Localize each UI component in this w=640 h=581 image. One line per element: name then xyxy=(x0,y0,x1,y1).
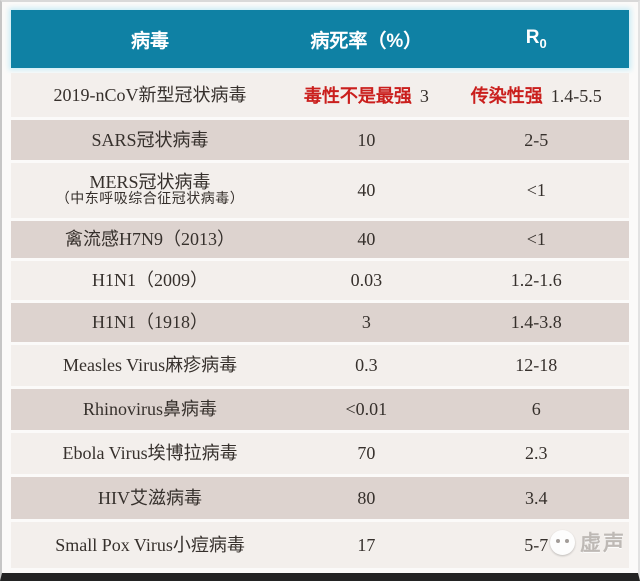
header-fatality-label: 病死率（%） xyxy=(310,30,423,52)
virus-name-cell: 2019-nCoV新型冠状病毒 xyxy=(11,85,289,106)
fatality-annotation: 毒性不是最强 xyxy=(303,86,412,106)
fatality-value: 70 xyxy=(357,443,376,463)
header-fatality-rate: 病死率（%） xyxy=(289,26,444,53)
fatality-value: 40 xyxy=(357,180,376,200)
r0-value: 2.3 xyxy=(525,443,548,463)
virus-name-cell: Rhinovirus鼻病毒 xyxy=(11,399,289,420)
fatality-cell: 0.3 xyxy=(289,355,444,376)
fatality-value: 0.3 xyxy=(355,355,378,375)
table-row: Rhinovirus鼻病毒 <0.01 6 xyxy=(11,389,629,430)
fatality-cell: 80 xyxy=(289,488,444,509)
virus-name-cell: Small Pox Virus小痘病毒 xyxy=(11,535,289,556)
table-row: MERS冠状病毒 （中东呼吸综合征冠状病毒） 40 <1 xyxy=(11,163,629,218)
virus-name: Measles Virus麻疹病毒 xyxy=(63,355,238,376)
fatality-value: <0.01 xyxy=(345,399,388,419)
r0-value: 1.2-1.6 xyxy=(510,270,562,290)
fatality-value: 0.03 xyxy=(350,270,383,290)
virus-subtitle: （中东呼吸综合征冠状病毒） xyxy=(55,192,245,208)
fatality-cell: 3 xyxy=(289,312,444,333)
virus-name: SARS冠状病毒 xyxy=(91,129,209,150)
virus-name: Small Pox Virus小痘病毒 xyxy=(55,534,245,555)
r0-value: <1 xyxy=(526,180,546,200)
header-r0: R0 xyxy=(444,27,629,51)
r0-cell: 1.4-3.8 xyxy=(444,312,629,333)
virus-name-cell: HIV艾滋病毒 xyxy=(11,488,289,509)
r0-cell: <1 xyxy=(444,180,629,201)
fatality-value: 10 xyxy=(357,129,376,150)
fatality-cell: 毒性不是最强 3 xyxy=(289,82,444,108)
r0-cell: 2.3 xyxy=(444,443,629,464)
table-row: Measles Virus麻疹病毒 0.3 12-18 xyxy=(11,345,629,386)
header-virus: 病毒 xyxy=(11,26,289,53)
virus-name: 2019-nCoV新型冠状病毒 xyxy=(53,84,247,105)
virus-name: H1N1（2009） xyxy=(92,270,209,291)
virus-name-cell: Ebola Virus埃博拉病毒 xyxy=(11,443,289,464)
fatality-cell: <0.01 xyxy=(289,399,444,420)
r0-cell: 12-18 xyxy=(444,355,629,376)
virus-name: H1N1（1918） xyxy=(92,312,209,333)
virus-name: HIV艾滋病毒 xyxy=(98,487,203,508)
virus-name: Rhinovirus鼻病毒 xyxy=(83,399,218,420)
r0-value: 2-5 xyxy=(524,129,549,150)
r0-value: 1.4-3.8 xyxy=(510,312,562,332)
virus-name: 禽流感H7N9（2013） xyxy=(65,229,236,250)
table-header: 病毒 病死率（%） R0 xyxy=(11,10,629,68)
fatality-value: 3 xyxy=(361,312,371,332)
table-row: H1N1（2009） 0.03 1.2-1.6 xyxy=(11,261,629,300)
r0-cell: 传染性强 1.4-5.5 xyxy=(444,82,629,108)
fatality-cell: 0.03 xyxy=(289,270,444,291)
r0-cell: 5-7 xyxy=(444,535,629,556)
fatality-cell: 40 xyxy=(289,180,444,201)
fatality-cell: 70 xyxy=(289,443,444,464)
fatality-value: 3 xyxy=(419,86,429,106)
r0-annotation: 传染性强 xyxy=(470,86,543,106)
r0-cell: 2-5 xyxy=(444,130,629,151)
r0-cell: <1 xyxy=(444,229,629,250)
fatality-value: 40 xyxy=(357,229,376,249)
table-row: Ebola Virus埃博拉病毒 70 2.3 xyxy=(11,433,629,474)
virus-name-cell: MERS冠状病毒 （中东呼吸综合征冠状病毒） xyxy=(11,172,289,209)
r0-cell: 1.2-1.6 xyxy=(444,270,629,291)
fatality-value: 80 xyxy=(357,487,376,508)
virus-name-cell: H1N1（2009） xyxy=(11,270,289,291)
r0-value: 12-18 xyxy=(515,355,558,375)
table-row: 2019-nCoV新型冠状病毒 毒性不是最强 3 传染性强 1.4-5.5 xyxy=(11,73,629,117)
r0-value: 3.4 xyxy=(525,487,548,508)
table-row: 禽流感H7N9（2013） 40 <1 xyxy=(11,221,629,258)
virus-name-cell: H1N1（1918） xyxy=(11,312,289,333)
table-row: HIV艾滋病毒 80 3.4 xyxy=(11,477,629,519)
r0-value: <1 xyxy=(526,229,546,249)
virus-name: Ebola Virus埃博拉病毒 xyxy=(62,443,238,464)
header-r0-subscript: 0 xyxy=(539,35,547,51)
r0-cell: 6 xyxy=(444,399,629,420)
fatality-cell: 17 xyxy=(289,535,444,556)
fatality-value: 17 xyxy=(357,534,376,555)
virus-name: MERS冠状病毒 xyxy=(89,171,211,192)
header-virus-label: 病毒 xyxy=(131,30,170,52)
table-row: Small Pox Virus小痘病毒 17 5-7 xyxy=(11,522,629,568)
fatality-cell: 10 xyxy=(289,130,444,151)
table-body: 2019-nCoV新型冠状病毒 毒性不是最强 3 传染性强 1.4-5.5 SARS… xyxy=(11,73,629,571)
virus-name-cell: SARS冠状病毒 xyxy=(11,130,289,151)
table-row: H1N1（1918） 3 1.4-3.8 xyxy=(11,303,629,342)
table-row: SARS冠状病毒 10 2-5 xyxy=(11,120,629,160)
virus-name-cell: Measles Virus麻疹病毒 xyxy=(11,355,289,376)
header-r0-label: R xyxy=(525,27,540,49)
r0-value: 1.4-5.5 xyxy=(550,86,602,106)
r0-value: 6 xyxy=(531,399,541,419)
fatality-cell: 40 xyxy=(289,229,444,250)
virus-name-cell: 禽流感H7N9（2013） xyxy=(11,229,289,250)
r0-cell: 3.4 xyxy=(444,488,629,509)
r0-value: 5-7 xyxy=(524,534,549,555)
